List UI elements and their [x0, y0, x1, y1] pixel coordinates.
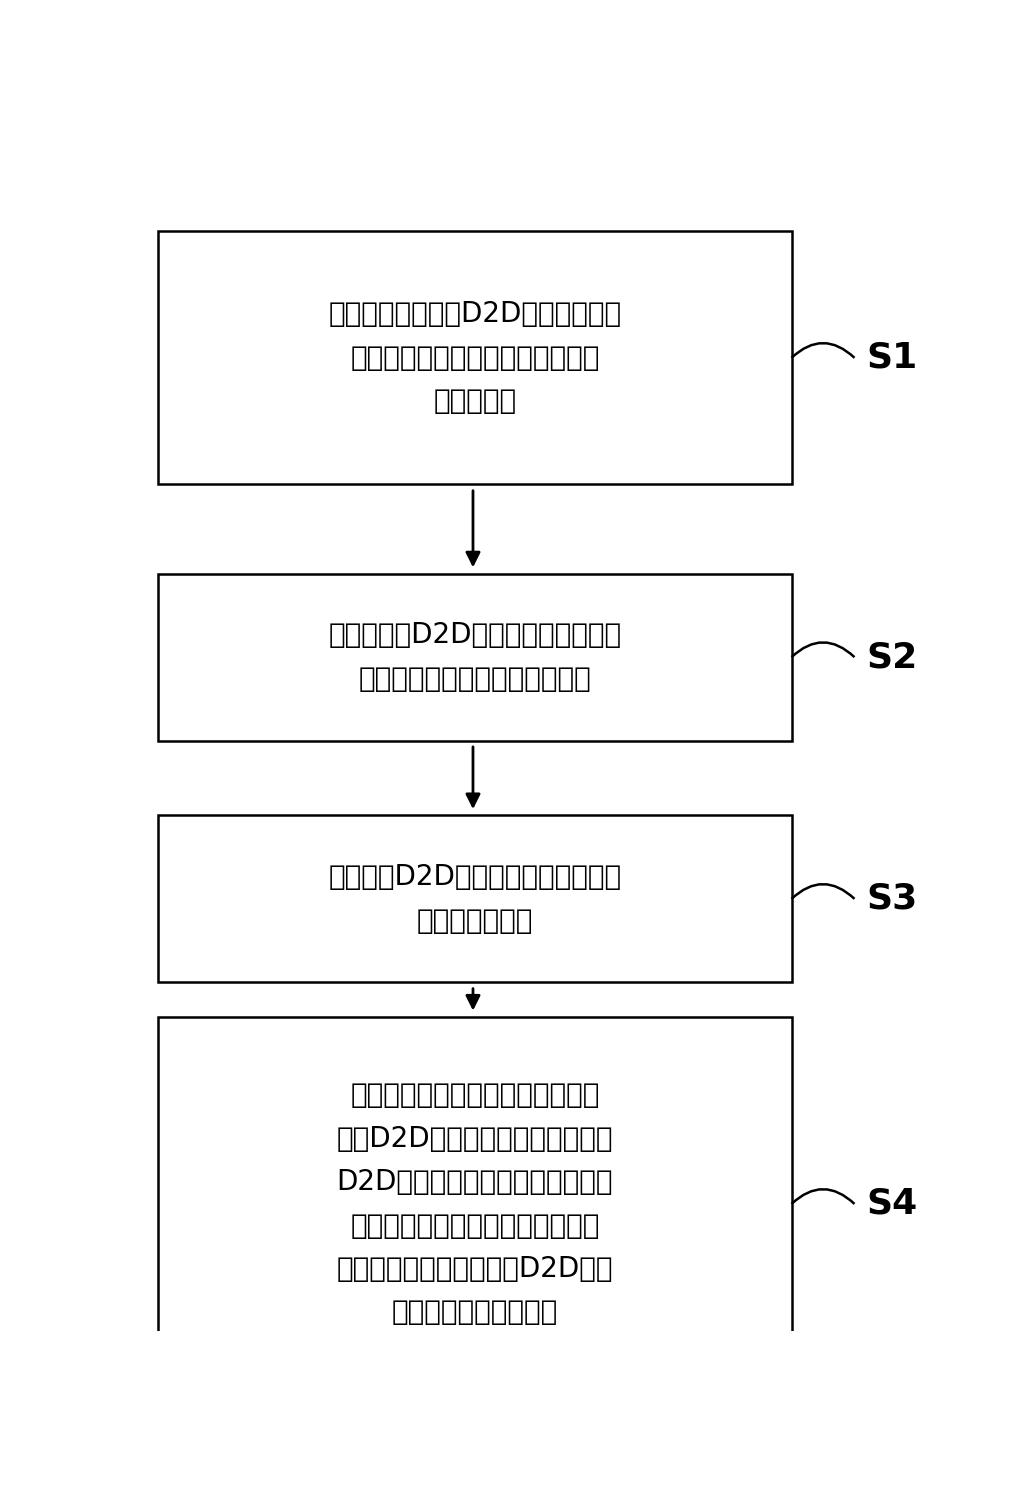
Bar [158, 574, 792, 740]
Text: S4: S4 [866, 1187, 918, 1221]
Text: 同一小区中，多对D2D用户使用与蜂
窝用户所用频谱资源正交的频谱资
源进行通信: 同一小区中，多对D2D用户使用与蜂 窝用户所用频谱资源正交的频谱资 源进行通信 [329, 300, 621, 416]
Text: 计算每对D2D用户在受到同频干扰时
的通信中断概率: 计算每对D2D用户在受到同频干扰时 的通信中断概率 [329, 863, 621, 934]
Text: S2: S2 [866, 640, 918, 674]
Text: 获取每两对D2D用户之间在进行通信
时互相受到的同频干扰的干扰量: 获取每两对D2D用户之间在进行通信 时互相受到的同频干扰的干扰量 [329, 622, 621, 692]
Bar [158, 1017, 792, 1390]
Bar [158, 232, 792, 484]
Text: S3: S3 [866, 882, 918, 916]
Bar [158, 815, 792, 982]
Text: S1: S1 [866, 341, 918, 375]
Text: 根据所述通信中断概率和所述干扰
量将D2D用户对分簇，将所述多对
D2D用户使用的频谱资源中若干份
彼此正交的频谱资源给每个簇各分
配一份，每个簇内的所有D2D: 根据所述通信中断概率和所述干扰 量将D2D用户对分簇，将所述多对 D2D用户使用… [337, 1081, 613, 1326]
